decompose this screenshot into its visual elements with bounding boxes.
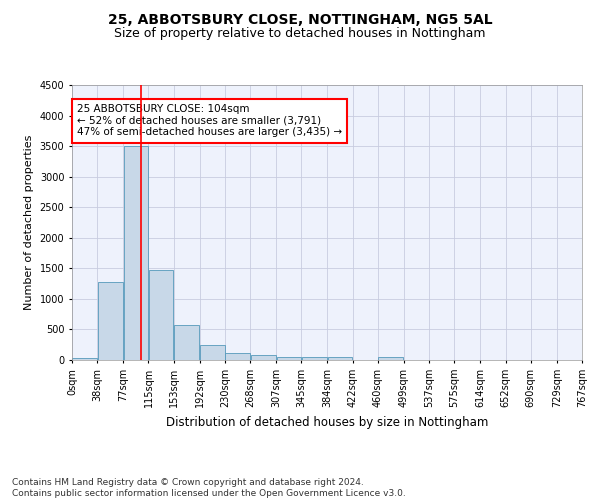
Text: Size of property relative to detached houses in Nottingham: Size of property relative to detached ho…: [114, 28, 486, 40]
Bar: [226, 353, 250, 360]
Bar: [124, 146, 148, 360]
Bar: [277, 356, 301, 360]
Bar: [98, 282, 123, 360]
Text: Distribution of detached houses by size in Nottingham: Distribution of detached houses by size …: [166, 416, 488, 429]
Bar: [378, 357, 403, 360]
Bar: [149, 270, 173, 360]
Bar: [328, 357, 352, 360]
Text: Contains HM Land Registry data © Crown copyright and database right 2024.
Contai: Contains HM Land Registry data © Crown c…: [12, 478, 406, 498]
Y-axis label: Number of detached properties: Number of detached properties: [24, 135, 34, 310]
Text: 25, ABBOTSBURY CLOSE, NOTTINGHAM, NG5 5AL: 25, ABBOTSBURY CLOSE, NOTTINGHAM, NG5 5A…: [107, 12, 493, 26]
Text: 25 ABBOTSBURY CLOSE: 104sqm
← 52% of detached houses are smaller (3,791)
47% of : 25 ABBOTSBURY CLOSE: 104sqm ← 52% of det…: [77, 104, 342, 138]
Bar: [73, 358, 97, 360]
Bar: [174, 325, 199, 360]
Bar: [251, 355, 276, 360]
Bar: [200, 346, 224, 360]
Bar: [302, 357, 327, 360]
